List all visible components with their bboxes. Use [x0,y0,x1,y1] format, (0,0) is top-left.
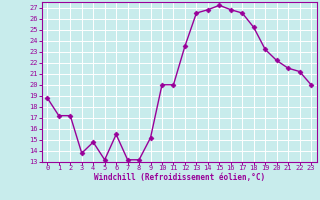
X-axis label: Windchill (Refroidissement éolien,°C): Windchill (Refroidissement éolien,°C) [94,173,265,182]
